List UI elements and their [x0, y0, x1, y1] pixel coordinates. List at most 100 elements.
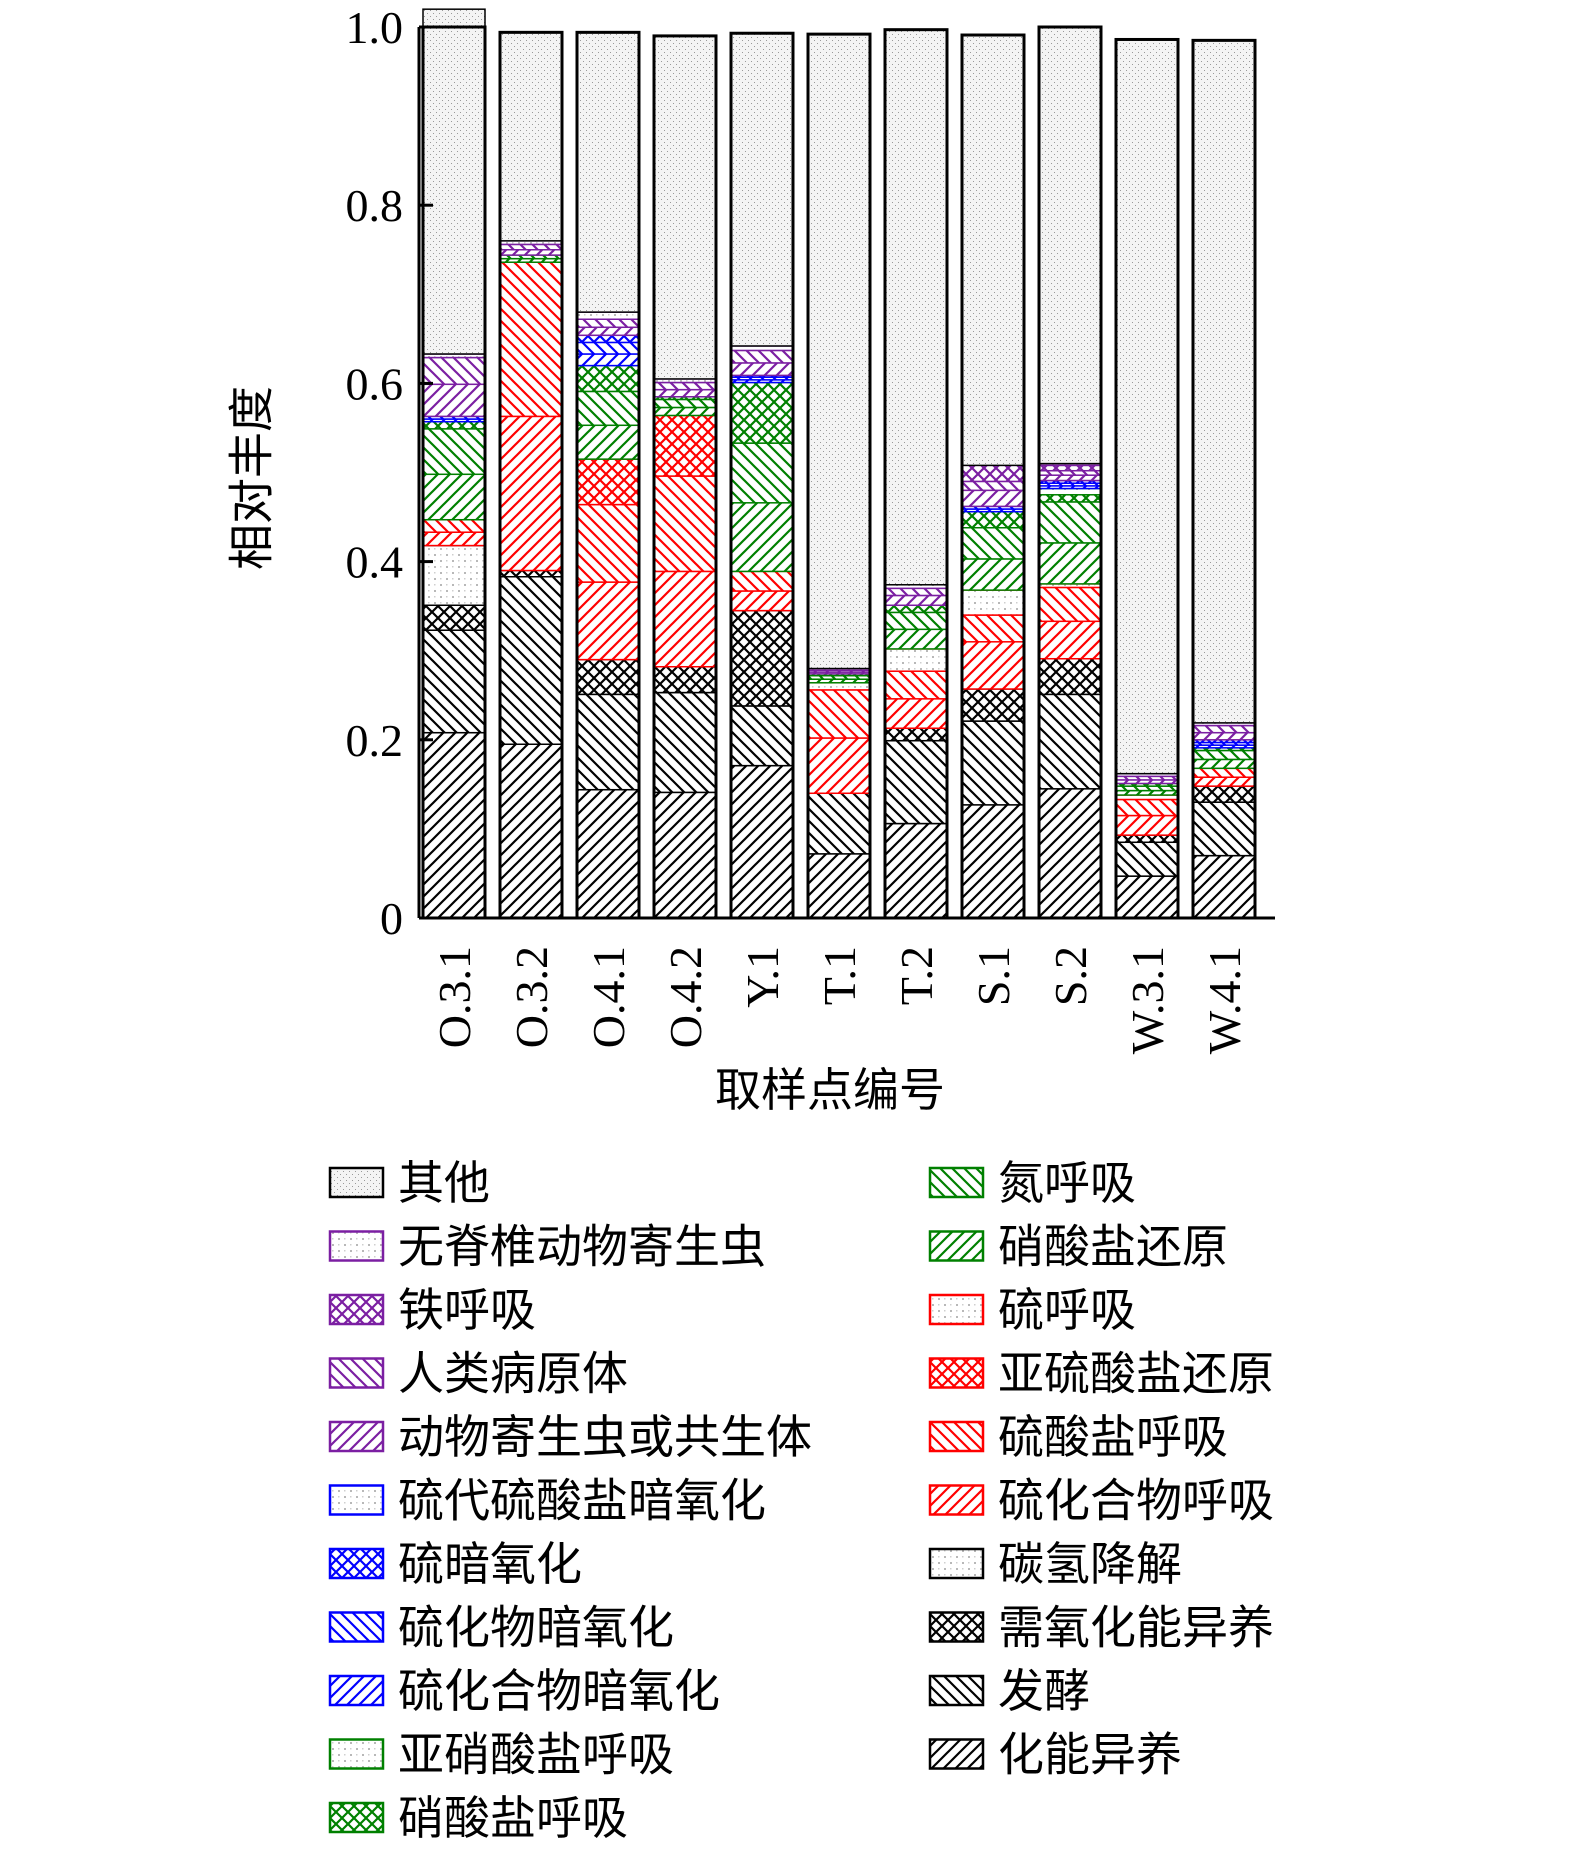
bar-segment — [1115, 834, 1179, 844]
bar-segment — [422, 604, 486, 631]
bar-segment — [730, 349, 794, 364]
legend-swatch — [328, 1420, 385, 1453]
bar-segment — [422, 356, 486, 386]
bar-segment — [730, 32, 794, 347]
bar-segment — [961, 614, 1025, 643]
bar-segment — [576, 693, 640, 791]
x-tick-label: Y.1 — [737, 946, 788, 1008]
bar-segment — [1038, 657, 1102, 696]
bar-segment — [576, 788, 640, 919]
legend-swatch — [328, 1801, 385, 1834]
bar-segment — [576, 311, 640, 320]
bar-segment — [961, 480, 1025, 492]
bar-segment — [730, 442, 794, 504]
bar-segment — [884, 587, 948, 597]
bar-segment — [576, 658, 640, 696]
bar-segment — [884, 594, 948, 607]
bar-segment — [1038, 501, 1102, 544]
legend-label: 人类病原体 — [398, 1347, 628, 1401]
bar-segment — [807, 682, 871, 691]
bar-segment — [1038, 464, 1102, 472]
bar-segment — [884, 611, 948, 631]
bar-segment — [1038, 474, 1102, 482]
bar-segment — [653, 665, 717, 694]
bar-segment — [653, 388, 717, 398]
bar-segment — [653, 475, 717, 573]
bar-segment — [422, 473, 486, 521]
bar-segment — [961, 589, 1025, 616]
bar-segment — [653, 406, 717, 417]
legend-label: 氮呼吸 — [998, 1156, 1136, 1210]
x-tick-label: O.3.2 — [506, 946, 557, 1048]
bar-segment — [730, 381, 794, 444]
y-tick-label: 0.8 — [346, 180, 404, 231]
bar-segment — [884, 648, 948, 672]
legend-swatch — [928, 1547, 985, 1580]
bar-segment — [730, 590, 794, 612]
x-tick-label: O.4.1 — [583, 946, 634, 1048]
bar-segment — [576, 424, 640, 460]
bar-segment — [1038, 620, 1102, 660]
legend-swatch — [928, 1293, 985, 1326]
bar-segment — [730, 705, 794, 767]
legend-swatch — [328, 1674, 385, 1707]
bar-segment — [961, 34, 1025, 467]
bar-segment — [730, 570, 794, 592]
legend-swatch — [328, 1484, 385, 1516]
legend-label: 其他 — [398, 1156, 490, 1210]
legend-label: 铁呼吸 — [398, 1283, 536, 1337]
legend-label: 无脊椎动物寄生虫 — [398, 1220, 766, 1274]
bar-segment — [730, 502, 794, 573]
bar-segment — [884, 28, 948, 586]
x-tick-label: S.1 — [968, 946, 1019, 1006]
bar-segment — [961, 510, 1025, 529]
bar-segment — [422, 420, 486, 430]
bar-segment — [499, 575, 563, 746]
bar-segment — [576, 318, 640, 329]
legend-swatch — [328, 1230, 385, 1262]
bar-segment — [576, 364, 640, 393]
bar-segment — [1038, 487, 1102, 496]
bar-segment — [1038, 494, 1102, 503]
legend-label: 硫暗氧化 — [398, 1537, 582, 1591]
x-tick-label: T.2 — [891, 946, 942, 1005]
bar-segment — [1192, 767, 1256, 778]
bar-segment — [961, 489, 1025, 508]
bar-segment — [1038, 693, 1102, 790]
legend-label: 硫代硫酸盐暗氧化 — [398, 1474, 766, 1528]
bar-segment — [1192, 801, 1256, 857]
bar-segment — [1192, 39, 1256, 724]
legend-label: 硫化合物暗氧化 — [398, 1664, 720, 1718]
bar-segment — [807, 689, 871, 739]
bar-segment — [807, 33, 871, 670]
legend-swatch — [928, 1738, 985, 1770]
legend-label: 硫化物暗氧化 — [398, 1601, 674, 1655]
bar-segment — [499, 261, 563, 418]
bar-segment — [499, 243, 563, 251]
legend-label: 硝酸盐呼吸 — [398, 1791, 628, 1845]
bars-layer — [421, 8, 1257, 920]
legend-swatch — [928, 1420, 985, 1453]
legend-label: 亚硫酸盐还原 — [998, 1347, 1274, 1401]
bar-segment — [1192, 731, 1256, 741]
x-axis-title: 取样点编号 — [715, 1063, 945, 1117]
bar-segment — [653, 414, 717, 477]
bar-segment — [576, 503, 640, 583]
legend-swatch — [928, 1230, 985, 1262]
bar-segment — [884, 822, 948, 919]
x-tick-label: S.2 — [1045, 946, 1096, 1006]
bar-segment — [1115, 841, 1179, 877]
bar-segment — [1192, 776, 1256, 787]
bar-segment — [653, 398, 717, 409]
bar-segment — [653, 691, 717, 794]
bar-segment — [499, 743, 563, 919]
bar-segment — [653, 35, 717, 380]
bar-segment — [730, 362, 794, 377]
x-tick-label: W.4.1 — [1199, 946, 1250, 1054]
legend-label: 碳氢降解 — [998, 1537, 1182, 1591]
legend-swatch — [328, 1357, 385, 1389]
bar-segment — [1192, 749, 1256, 761]
bar-segment — [499, 569, 563, 578]
bar-segment — [499, 249, 563, 256]
